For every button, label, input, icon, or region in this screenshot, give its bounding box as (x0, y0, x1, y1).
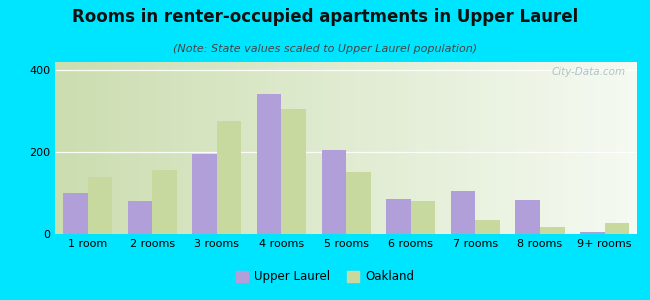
Text: (Note: State values scaled to Upper Laurel population): (Note: State values scaled to Upper Laur… (173, 44, 477, 53)
Bar (515, 200, 540, 234)
Bar (192, 154, 217, 234)
Bar (540, 226, 565, 234)
Bar (127, 201, 152, 234)
Legend: Upper Laurel, Oakland: Upper Laurel, Oakland (231, 266, 419, 288)
Bar (281, 109, 306, 234)
Bar (580, 232, 604, 234)
Bar (217, 121, 241, 234)
Bar (88, 176, 112, 234)
Bar (604, 223, 629, 234)
Bar (63, 193, 88, 234)
Bar (451, 191, 475, 234)
Bar (386, 199, 411, 234)
Bar (411, 201, 436, 234)
Bar (322, 150, 346, 234)
Text: Rooms in renter-occupied apartments in Upper Laurel: Rooms in renter-occupied apartments in U… (72, 8, 578, 26)
Bar (257, 94, 281, 234)
Bar (152, 170, 177, 234)
Bar (346, 172, 370, 234)
Bar (475, 220, 500, 234)
Text: City-Data.com: City-Data.com (551, 67, 625, 77)
